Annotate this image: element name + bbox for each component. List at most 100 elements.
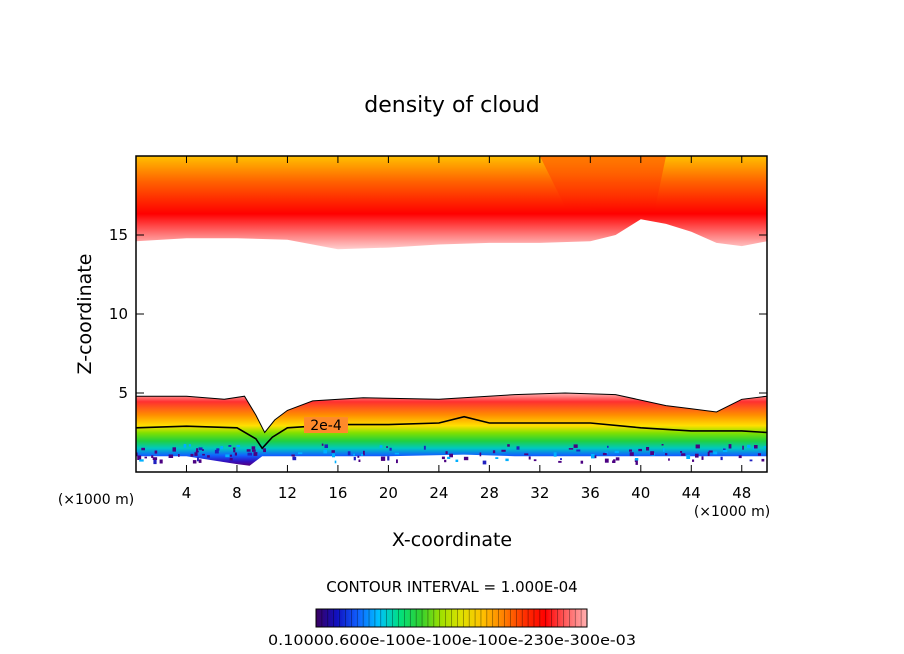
speckle-mark xyxy=(202,449,204,451)
x-tick-label: 44 xyxy=(682,484,701,502)
speckle-mark xyxy=(136,452,138,456)
speckle-mark xyxy=(455,459,459,462)
speckle-mark xyxy=(190,453,194,457)
speckle-mark xyxy=(615,457,620,461)
speckle-mark xyxy=(188,444,191,447)
contour-interval-text: CONTOUR INTERVAL = 1.000E-04 xyxy=(326,578,577,596)
speckle-mark xyxy=(172,447,176,452)
speckle-mark xyxy=(728,444,732,449)
speckle-mark xyxy=(604,458,609,463)
x-tick-label: 40 xyxy=(631,484,650,502)
speckle-mark xyxy=(602,452,607,456)
speckle-mark xyxy=(763,446,767,448)
x-tick-label: 28 xyxy=(480,484,499,502)
speckle-mark xyxy=(353,456,356,461)
speckle-mark xyxy=(154,450,158,454)
speckle-mark xyxy=(560,458,562,460)
speckle-mark xyxy=(614,450,619,453)
speckle-mark xyxy=(202,453,205,456)
speckle-mark xyxy=(692,459,695,462)
speckle-mark xyxy=(298,452,303,455)
x-tick-label: 20 xyxy=(379,484,398,502)
speckle-mark xyxy=(358,459,361,462)
speckle-mark xyxy=(629,452,634,456)
speckle-mark xyxy=(144,456,147,459)
speckle-mark xyxy=(754,445,758,449)
speckle-mark xyxy=(168,454,174,458)
speckle-mark xyxy=(331,450,335,453)
speckle-mark xyxy=(501,449,506,452)
speckle-mark xyxy=(141,447,145,451)
speckle-mark xyxy=(363,450,365,456)
speckle-mark xyxy=(573,444,578,448)
speckle-mark xyxy=(229,454,232,457)
speckle-mark xyxy=(247,452,252,456)
speckle-mark xyxy=(749,459,753,462)
speckle-mark xyxy=(558,460,562,463)
speckle-mark xyxy=(228,445,232,447)
speckle-mark xyxy=(742,445,744,450)
speckle-mark xyxy=(236,444,241,448)
x-tick-label: 16 xyxy=(328,484,347,502)
speckle-mark xyxy=(389,447,392,451)
speckle-mark xyxy=(646,447,650,451)
speckle-mark xyxy=(568,448,574,450)
speckle-mark xyxy=(246,449,251,452)
speckle-mark xyxy=(396,459,398,464)
speckle-mark xyxy=(251,446,256,450)
speckle-mark xyxy=(196,448,198,453)
speckle-mark xyxy=(214,449,219,454)
speckle-mark xyxy=(137,455,142,460)
speckle-mark xyxy=(723,449,728,452)
speckle-mark xyxy=(668,458,670,461)
speckle-mark xyxy=(252,449,256,452)
speckle-mark xyxy=(332,453,335,458)
speckle-mark xyxy=(321,443,324,446)
speckle-mark xyxy=(593,455,597,459)
speckle-mark xyxy=(723,448,726,451)
speckle-mark xyxy=(220,446,224,450)
speckle-mark xyxy=(198,447,203,451)
speckle-mark xyxy=(183,444,187,448)
speckle-mark xyxy=(533,459,537,462)
speckle-mark xyxy=(661,444,664,446)
speckle-mark xyxy=(635,460,638,465)
speckle-mark xyxy=(635,458,639,461)
speckle-mark xyxy=(386,446,388,448)
x-axis-label: X-coordinate xyxy=(392,529,512,551)
speckle-mark xyxy=(638,448,642,452)
lower-band-outline-contour xyxy=(136,392,767,434)
speckle-mark xyxy=(695,453,699,458)
speckle-mark xyxy=(253,452,258,456)
speckle-mark xyxy=(629,449,632,452)
speckle-mark xyxy=(604,451,608,454)
speckle-mark xyxy=(441,456,445,460)
contour-label-2e-4: 2e-4 xyxy=(310,418,342,434)
speckle-mark xyxy=(580,460,584,464)
contour-line-2e-4 xyxy=(136,415,767,450)
speckle-mark xyxy=(152,457,158,460)
speckle-mark xyxy=(738,455,742,459)
speckle-mark xyxy=(159,459,163,464)
colorbar-frame xyxy=(315,608,588,628)
speckle-mark xyxy=(445,451,448,454)
y-tick-label: 5 xyxy=(118,384,128,402)
speckle-mark xyxy=(232,447,236,450)
speckle-mark xyxy=(708,450,713,453)
speckle-mark xyxy=(447,456,451,459)
x-tick-label: 32 xyxy=(530,484,549,502)
speckle-mark xyxy=(681,453,686,456)
x-unit-left: (×1000 m) xyxy=(58,492,134,508)
speckle-mark xyxy=(323,449,328,454)
speckle-mark xyxy=(680,451,683,453)
speckle-mark xyxy=(153,459,157,465)
x-tick-label: 48 xyxy=(732,484,751,502)
y-axis-label: Z-coordinate xyxy=(74,254,96,375)
speckle-mark xyxy=(151,455,154,458)
x-tick-label: 8 xyxy=(232,484,242,502)
speckle-mark xyxy=(665,453,668,456)
x-tick-label: 4 xyxy=(182,484,192,502)
speckle-mark xyxy=(139,459,144,462)
speckle-mark xyxy=(233,449,236,453)
